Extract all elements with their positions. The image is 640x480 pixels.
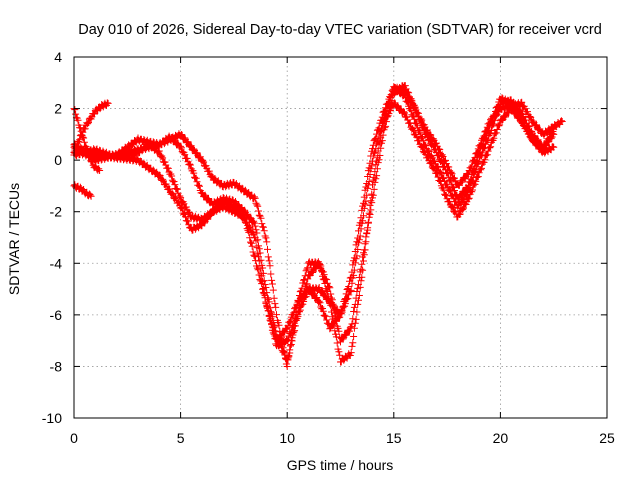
x-tick-label: 20: [493, 430, 509, 446]
x-tick-label: 10: [279, 430, 295, 446]
y-tick-label: 2: [54, 101, 62, 117]
chart-title: Day 010 of 2026, Sidereal Day-to-day VTE…: [78, 22, 602, 38]
y-tick-label: 4: [54, 49, 62, 65]
y-axis-label: SDTVAR / TECUs: [6, 183, 22, 295]
x-tick-label: 5: [177, 430, 185, 446]
tick-labels: 0 5 10 15 20 25 -10 -8 -6 -4 -2 0 2 4: [42, 49, 615, 446]
series-track-3: [70, 82, 558, 364]
data-points: [70, 82, 558, 364]
y-tick-label: -8: [50, 358, 63, 374]
axes-frame: [73, 56, 608, 419]
plot-frame: [73, 56, 608, 419]
x-tick-label: 25: [599, 430, 615, 446]
x-axis-label: GPS time / hours: [287, 457, 394, 473]
series-track-2: [70, 84, 558, 350]
y-tick-label: 0: [54, 152, 62, 168]
data-layer: [70, 82, 566, 370]
x-tick-label: 0: [70, 430, 78, 446]
y-tick-label: -4: [50, 255, 63, 271]
x-tick-label: 15: [386, 430, 402, 446]
y-tick-label: -6: [50, 307, 63, 323]
data-points: [70, 84, 558, 350]
y-tick-label: -10: [42, 410, 62, 426]
y-tick-label: -2: [50, 204, 63, 220]
